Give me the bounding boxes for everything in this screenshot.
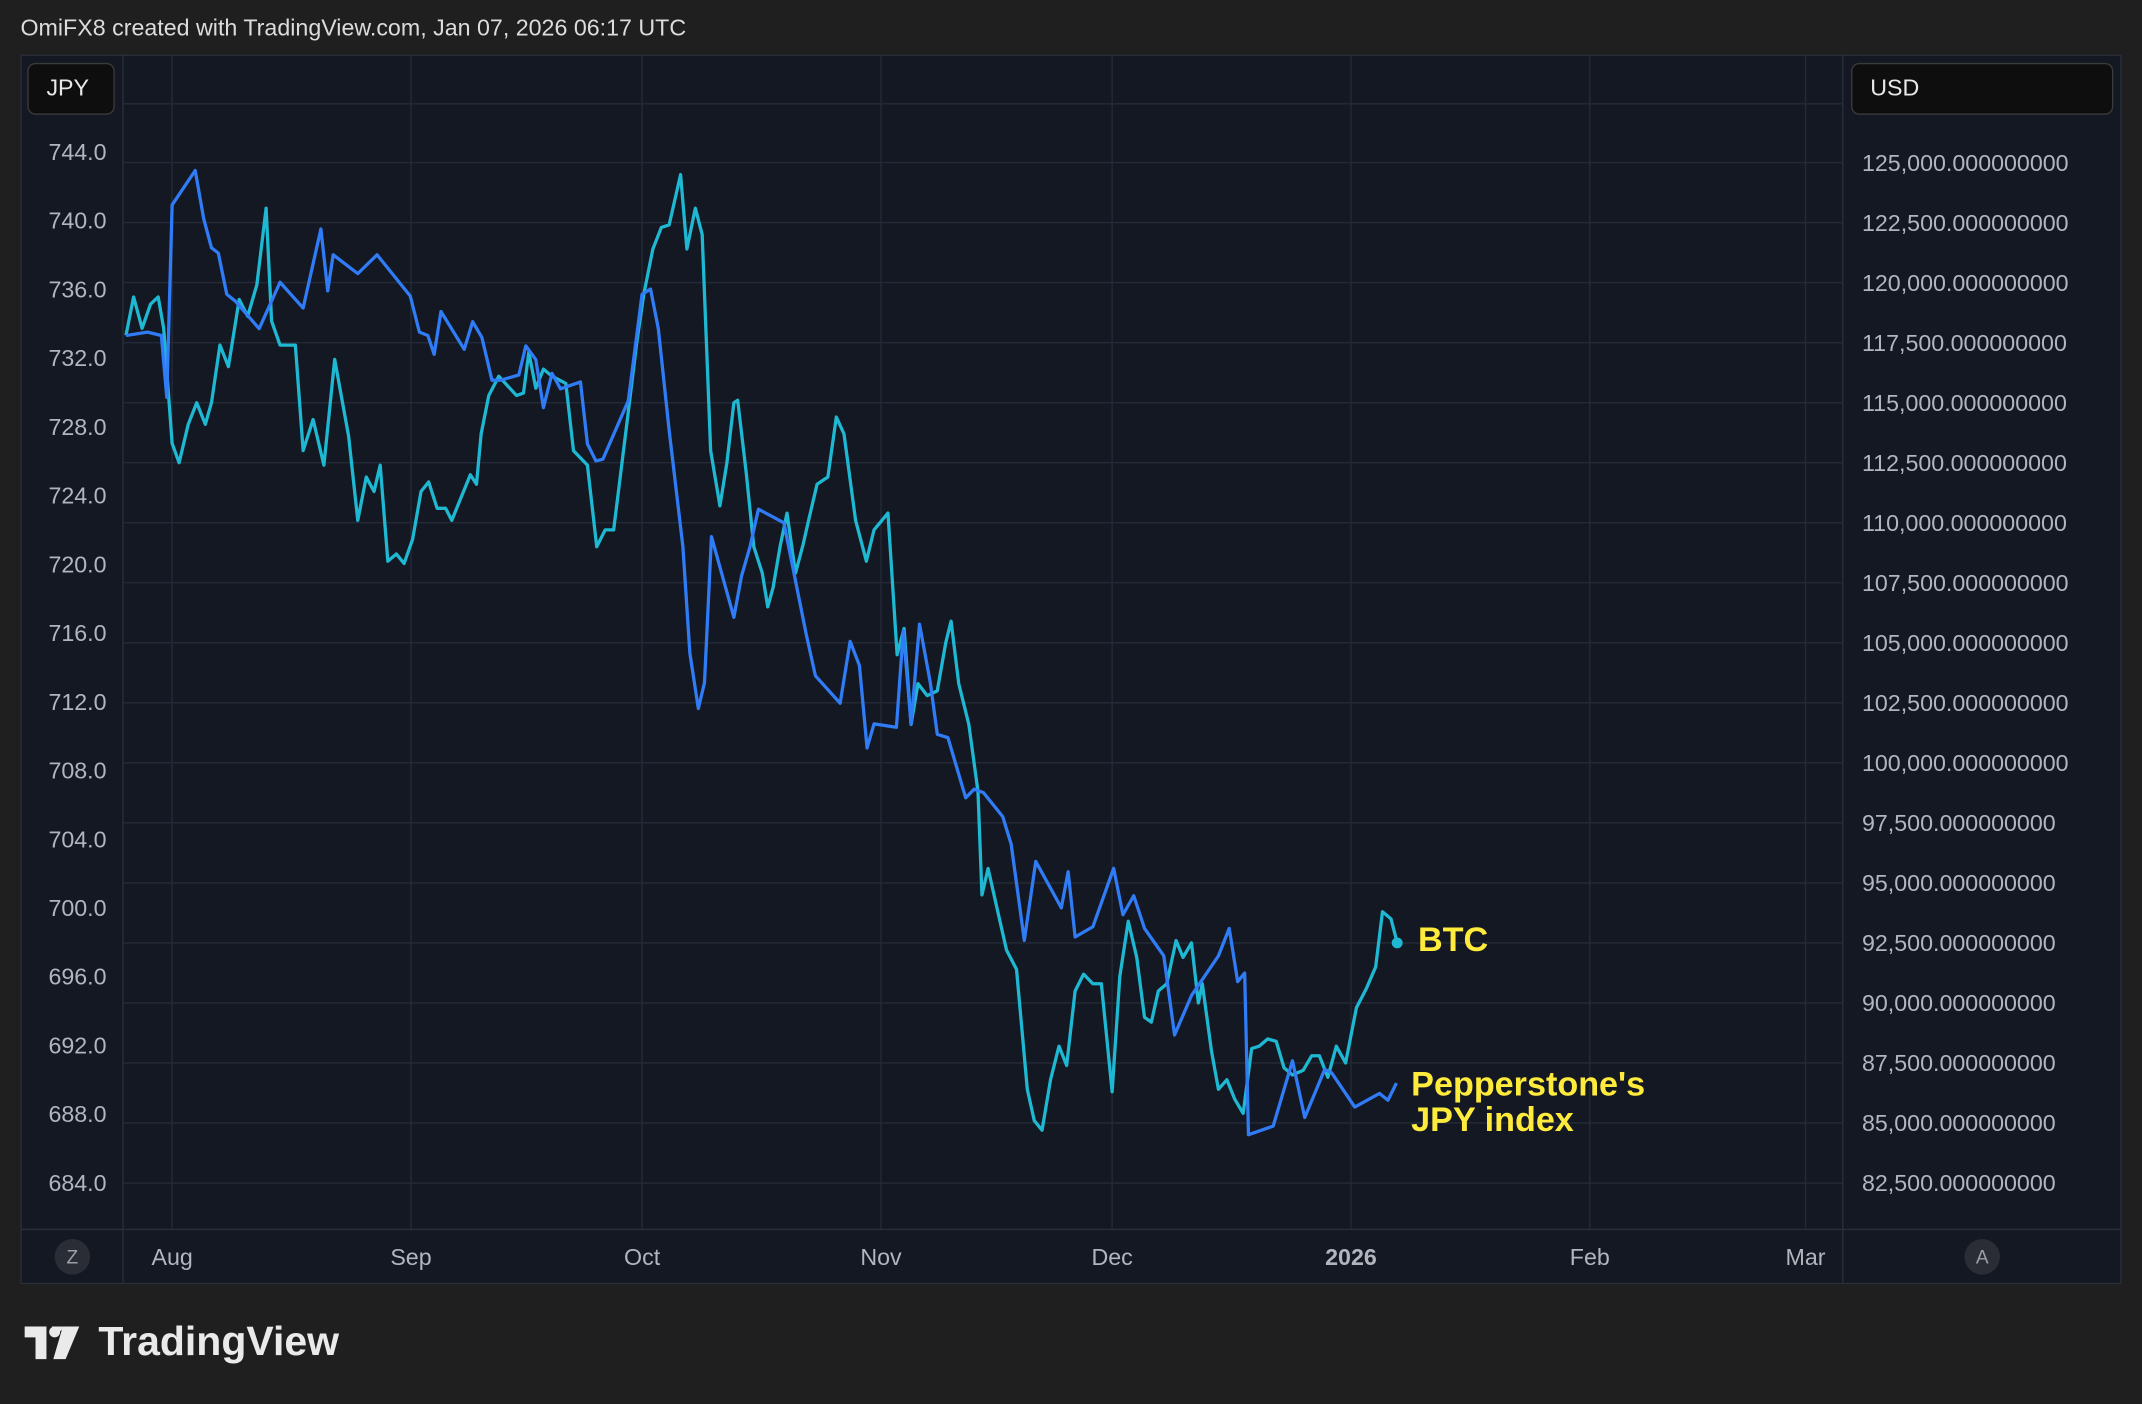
btc-last-point	[1391, 937, 1403, 949]
left-axis-tick-label: 708.0	[48, 758, 106, 784]
jpy-label-line1: Pepperstone's	[1411, 1065, 1646, 1104]
left-axis-tick-label: 704.0	[48, 826, 106, 852]
left-axis-tick-label: 744.0	[48, 139, 106, 165]
axes: 125,000.000000000 122,500.000000000 120,00…	[20, 54, 2122, 1285]
header-caption: OmiFX8 created with TradingView.com, Jan…	[20, 15, 687, 41]
left-axis-tick-label: 716.0	[48, 620, 106, 646]
right-axis-tick-label: 90,000.000000000	[1862, 990, 2056, 1016]
jpy-series-label: Pepperstone's JPY index	[1411, 1067, 1645, 1138]
footer-brand: TradingView	[98, 1319, 340, 1365]
right-axis-tick-label: 100,000.000000000	[1862, 750, 2069, 776]
left-axis-tick-label: 688.0	[48, 1101, 106, 1127]
right-axis-tick-label: 115,000.000000000	[1862, 390, 2067, 416]
right-axis-tick-label: 87,500.000000000	[1862, 1050, 2056, 1076]
left-currency-badge[interactable]: JPY	[27, 62, 115, 115]
left-axis-tick-label: 724.0	[48, 483, 106, 509]
left-axis-tick-label: 728.0	[48, 414, 106, 440]
auto-scale-button[interactable]: A	[1964, 1239, 2000, 1275]
left-axis-tick-label: 684.0	[48, 1170, 106, 1196]
left-axis-tick-label: 700.0	[48, 895, 106, 921]
tradingview-logo[interactable]: TradingView	[24, 1319, 340, 1366]
right-currency-badge[interactable]: USD	[1851, 62, 2114, 115]
right-axis-tick-label: 97,500.000000000	[1862, 810, 2056, 836]
tradingview-logo-icon	[24, 1326, 80, 1360]
left-axis-tick-label: 712.0	[48, 689, 106, 715]
left-axis-tick-label: 732.0	[48, 345, 106, 371]
left-axis-tick-label: 720.0	[48, 551, 106, 577]
right-axis-tick-label: 102,500.000000000	[1862, 690, 2069, 716]
left-axis-tick-label: 696.0	[48, 964, 106, 990]
btc-line	[124, 172, 1399, 1132]
x-axis-tick-label: Sep	[390, 1244, 431, 1270]
right-axis-tick-label: 85,000.000000000	[1862, 1110, 2056, 1136]
grid	[122, 54, 1843, 1230]
left-axis-tick-label: 736.0	[48, 276, 106, 302]
right-axis-tick-label: 105,000.000000000	[1862, 630, 2069, 656]
right-axis-tick-label: 92,500.000000000	[1862, 930, 2056, 956]
right-axis-tick-label: 110,000.000000000	[1862, 510, 2067, 536]
right-axis-tick-label: 112,500.000000000	[1862, 450, 2067, 476]
left-axis-tick-label: 692.0	[48, 1032, 106, 1058]
right-axis-tick-label: 120,000.000000000	[1862, 270, 2069, 296]
jpy-index-line	[125, 168, 1398, 1137]
x-axis-tick-label: Dec	[1091, 1244, 1132, 1270]
jpy-label-line2: JPY index	[1411, 1101, 1574, 1140]
btc-series-label: BTC	[1418, 920, 1489, 960]
right-axis-tick-label: 95,000.000000000	[1862, 870, 2056, 896]
x-axis-tick-label: 2026	[1325, 1244, 1377, 1270]
x-axis-tick-label: Oct	[624, 1244, 661, 1270]
x-axis-tick-label: Feb	[1570, 1244, 1610, 1270]
right-axis-tick-label: 122,500.000000000	[1862, 210, 2069, 236]
x-axis-tick-label: Aug	[151, 1244, 192, 1270]
zoom-reset-button[interactable]: Z	[54, 1239, 91, 1275]
right-axis-tick-label: 125,000.000000000	[1862, 150, 2069, 176]
right-axis-tick-label: 107,500.000000000	[1862, 570, 2069, 596]
left-axis-tick-label: 740.0	[48, 208, 106, 234]
x-axis-tick-label: Nov	[860, 1244, 902, 1270]
right-axis-tick-label: 82,500.000000000	[1862, 1170, 2056, 1196]
right-axis-tick-label: 117,500.000000000	[1862, 330, 2067, 356]
series-lines	[124, 168, 1403, 1137]
x-axis-tick-label: Mar	[1786, 1244, 1826, 1270]
